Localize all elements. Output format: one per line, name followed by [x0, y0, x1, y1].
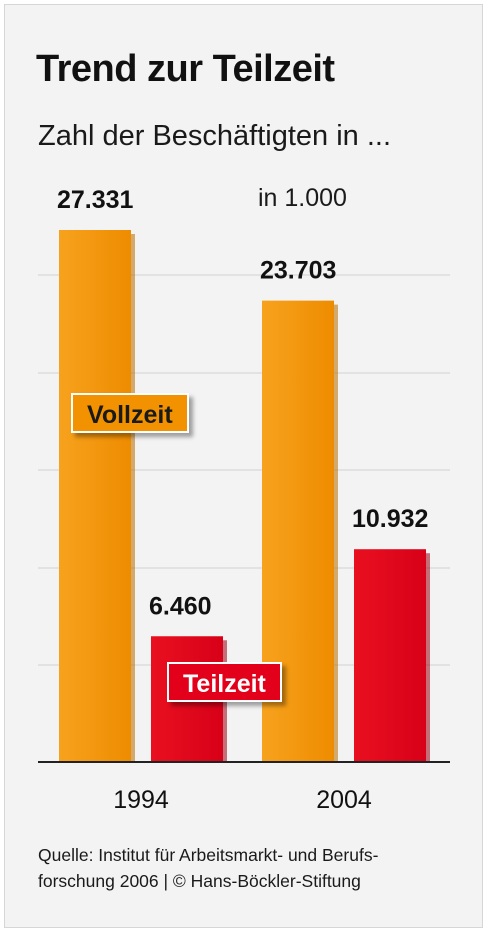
category-label: 2004 [316, 786, 372, 814]
source-note: Quelle: Institut für Arbeitsmarkt- und B… [38, 842, 478, 894]
legend-vollzeit: Vollzeit [71, 393, 189, 433]
unit-label: in 1.000 [258, 184, 347, 212]
bar-vollzeit-1994 [59, 230, 131, 762]
category-label: 1994 [113, 786, 169, 814]
source-line-1: Quelle: Institut für Arbeitsmarkt- und B… [38, 845, 379, 865]
value-label: 6.460 [149, 592, 212, 620]
source-line-2: forschung 2006 | © Hans-Böckler-Stiftung [38, 871, 361, 891]
chart-subtitle: Zahl der Beschäftigten in ... [38, 120, 392, 152]
value-label: 10.932 [352, 505, 428, 533]
legend-teilzeit: Teilzeit [167, 662, 282, 702]
value-label: 23.703 [260, 257, 336, 285]
chart-title: Trend zur Teilzeit [36, 48, 335, 90]
bar-teilzeit-2004 [354, 549, 426, 762]
value-label: 27.331 [57, 186, 134, 214]
